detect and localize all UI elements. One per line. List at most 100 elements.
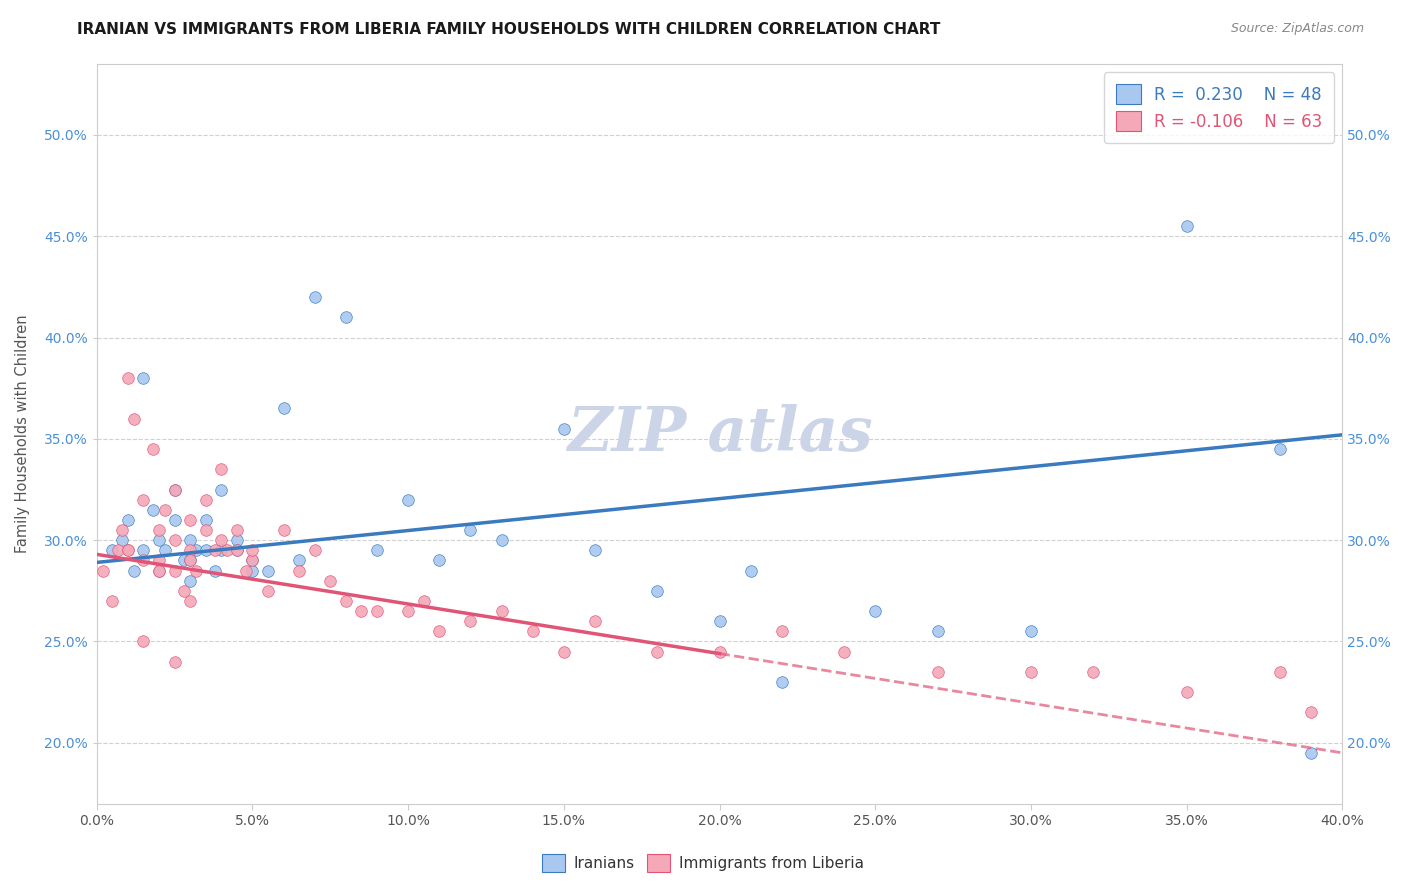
Text: Source: ZipAtlas.com: Source: ZipAtlas.com [1230, 22, 1364, 36]
Point [412, 594, 434, 608]
Point [927, 665, 949, 679]
Point [288, 564, 311, 578]
Point [163, 533, 186, 548]
Point [242, 543, 264, 558]
Point [122, 564, 145, 578]
Point [460, 614, 482, 628]
Point [1301, 746, 1323, 760]
Point [179, 574, 201, 588]
Point [1268, 442, 1291, 456]
Point [257, 564, 280, 578]
Point [366, 543, 388, 558]
Point [179, 533, 201, 548]
Point [645, 644, 668, 658]
Point [491, 604, 513, 618]
Point [1268, 665, 1291, 679]
Point [427, 553, 450, 567]
Point [110, 523, 132, 537]
Point [1019, 624, 1042, 639]
Point [132, 371, 155, 385]
Point [148, 564, 170, 578]
Point [132, 634, 155, 648]
Point [204, 543, 226, 558]
Point [304, 543, 326, 558]
Point [122, 411, 145, 425]
Point [242, 564, 264, 578]
Point [242, 553, 264, 567]
Point [163, 655, 186, 669]
Point [242, 553, 264, 567]
Point [865, 604, 887, 618]
Point [1019, 665, 1042, 679]
Point [225, 523, 247, 537]
Point [173, 583, 195, 598]
Point [1175, 685, 1198, 699]
Point [645, 583, 668, 598]
Point [335, 310, 357, 325]
Point [225, 533, 247, 548]
Point [770, 675, 793, 690]
Point [117, 513, 139, 527]
Point [583, 614, 606, 628]
Point [1175, 219, 1198, 234]
Point [186, 564, 208, 578]
Point [304, 290, 326, 304]
Point [142, 442, 165, 456]
Point [179, 513, 201, 527]
Point [107, 543, 129, 558]
Point [179, 594, 201, 608]
Point [204, 564, 226, 578]
Point [132, 553, 155, 567]
Point [553, 644, 575, 658]
Point [257, 583, 280, 598]
Point [194, 523, 217, 537]
Point [132, 492, 155, 507]
Point [117, 543, 139, 558]
Text: IRANIAN VS IMMIGRANTS FROM LIBERIA FAMILY HOUSEHOLDS WITH CHILDREN CORRELATION C: IRANIAN VS IMMIGRANTS FROM LIBERIA FAMIL… [77, 22, 941, 37]
Point [460, 523, 482, 537]
Point [186, 543, 208, 558]
Point [101, 594, 124, 608]
Point [396, 604, 419, 618]
Point [142, 502, 165, 516]
Point [709, 644, 731, 658]
Legend: Iranians, Immigrants from Liberia: Iranians, Immigrants from Liberia [534, 846, 872, 880]
Legend: R =  0.230    N = 48, R = -0.106    N = 63: R = 0.230 N = 48, R = -0.106 N = 63 [1104, 72, 1334, 143]
Point [319, 574, 342, 588]
Point [770, 624, 793, 639]
Point [179, 553, 201, 567]
Point [209, 462, 232, 476]
Point [740, 564, 762, 578]
Point [553, 422, 575, 436]
Point [217, 543, 239, 558]
Point [132, 543, 155, 558]
Point [179, 543, 201, 558]
Point [117, 371, 139, 385]
Point [194, 513, 217, 527]
Point [709, 614, 731, 628]
Point [163, 483, 186, 497]
Point [163, 513, 186, 527]
Point [91, 564, 114, 578]
Point [235, 564, 257, 578]
Point [173, 553, 195, 567]
Point [225, 543, 247, 558]
Point [153, 502, 176, 516]
Point [1083, 665, 1105, 679]
Point [163, 564, 186, 578]
Point [350, 604, 373, 618]
Point [927, 624, 949, 639]
Point [491, 533, 513, 548]
Point [427, 624, 450, 639]
Point [225, 543, 247, 558]
Point [288, 553, 311, 567]
Point [335, 594, 357, 608]
Point [163, 483, 186, 497]
Point [194, 543, 217, 558]
Point [396, 492, 419, 507]
Point [209, 483, 232, 497]
Text: ZIP atlas: ZIP atlas [567, 404, 872, 464]
Point [209, 533, 232, 548]
Point [148, 533, 170, 548]
Point [148, 564, 170, 578]
